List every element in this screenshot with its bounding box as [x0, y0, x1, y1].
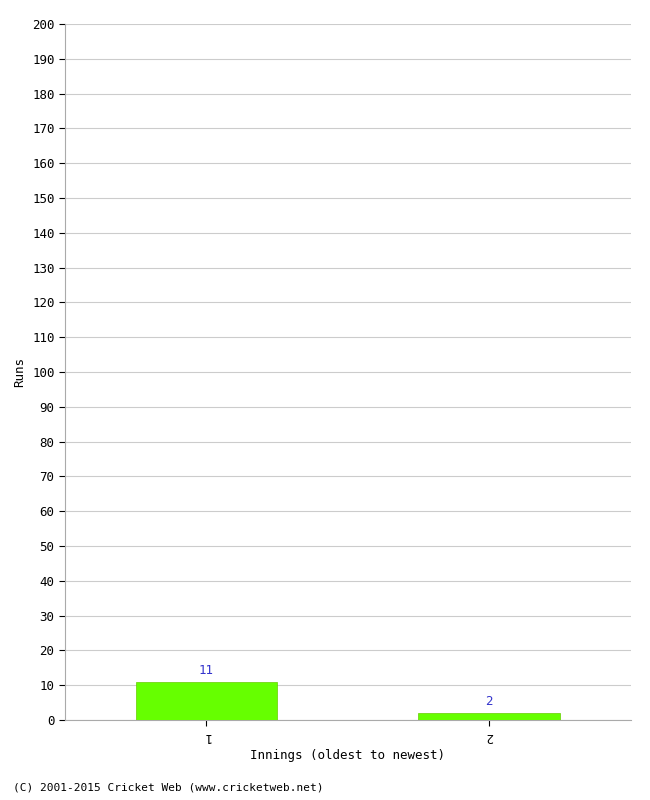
Text: 2: 2: [486, 695, 493, 708]
Text: (C) 2001-2015 Cricket Web (www.cricketweb.net): (C) 2001-2015 Cricket Web (www.cricketwe…: [13, 782, 324, 792]
Bar: [136, 682, 277, 720]
Y-axis label: Runs: Runs: [14, 357, 27, 387]
Text: 11: 11: [199, 663, 214, 677]
X-axis label: Innings (oldest to newest): Innings (oldest to newest): [250, 749, 445, 762]
Bar: [419, 713, 560, 720]
